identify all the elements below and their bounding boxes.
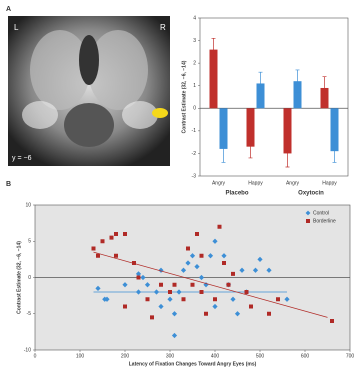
point — [200, 254, 204, 258]
point — [231, 272, 235, 276]
point — [173, 283, 177, 287]
point — [191, 283, 195, 287]
point — [204, 312, 208, 316]
y-tick-label: -10 — [24, 347, 31, 353]
x-tick-label: Angry — [286, 180, 300, 186]
x-tick-label: 200 — [121, 353, 130, 359]
panel-label: A — [6, 6, 11, 13]
point — [222, 261, 226, 265]
point — [186, 247, 190, 251]
brain-image — [8, 16, 170, 166]
y-tick-label: -5 — [27, 311, 32, 317]
point — [200, 290, 204, 294]
point — [146, 297, 150, 301]
point — [123, 305, 127, 309]
point — [114, 232, 118, 236]
point — [123, 232, 127, 236]
legend-label: Borderline — [313, 218, 336, 224]
y-tick-label: 2 — [193, 60, 196, 66]
point — [245, 290, 249, 294]
point — [101, 239, 105, 243]
point — [249, 305, 253, 309]
y-tick-label: -2 — [192, 151, 197, 157]
y-tick-label: 10 — [25, 202, 31, 208]
y-tick-label: -1 — [192, 128, 197, 134]
orientation-label: R — [160, 23, 166, 32]
point — [227, 283, 231, 287]
y-tick-label: -3 — [192, 173, 197, 179]
point — [110, 236, 114, 240]
point — [96, 254, 100, 258]
point — [150, 315, 154, 319]
x-tick-label: Happy — [248, 180, 263, 186]
orientation-label: L — [14, 23, 19, 32]
point — [182, 297, 186, 301]
y-tick-label: 4 — [193, 15, 196, 21]
y-tick-label: 0 — [193, 106, 196, 112]
panel-label: B — [6, 181, 11, 188]
point — [114, 254, 118, 258]
point — [159, 283, 163, 287]
point — [213, 297, 217, 301]
y-axis-label: Contrast Estimate (32, −6, −14) — [181, 60, 187, 133]
x-tick-label: 500 — [256, 353, 265, 359]
point — [168, 290, 172, 294]
x-tick-label: 400 — [211, 353, 220, 359]
x-tick-label: 0 — [34, 353, 37, 359]
point — [132, 261, 136, 265]
x-tick-label: 300 — [166, 353, 175, 359]
group-label: Oxytocin — [298, 191, 324, 197]
figure: A L R y = −6 B -3-2-101234Contrast Estim… — [0, 0, 357, 369]
y-tick-label: 1 — [193, 83, 196, 89]
x-tick-label: Angry — [212, 180, 226, 186]
point — [92, 247, 96, 251]
x-tick-label: 600 — [301, 353, 310, 359]
y-tick-label: 5 — [28, 239, 31, 245]
x-tick-label: 100 — [76, 353, 85, 359]
slice-label: y = −6 — [12, 155, 32, 162]
legend-label: Control — [313, 210, 329, 216]
point — [330, 319, 334, 323]
y-axis-label: Contrast Estimate (32, −6, −14) — [16, 241, 22, 314]
point — [218, 225, 222, 229]
point — [195, 232, 199, 236]
x-tick-label: Happy — [322, 180, 337, 186]
legend-marker — [306, 219, 310, 223]
x-tick-label: 700 — [346, 353, 355, 359]
y-tick-label: 0 — [28, 275, 31, 281]
group-label: Placebo — [225, 191, 248, 197]
point — [276, 297, 280, 301]
point — [267, 312, 271, 316]
y-tick-label: 3 — [193, 38, 196, 44]
x-axis-label: Latency of Fixation Changes Toward Angry… — [129, 361, 257, 367]
point — [137, 276, 141, 280]
